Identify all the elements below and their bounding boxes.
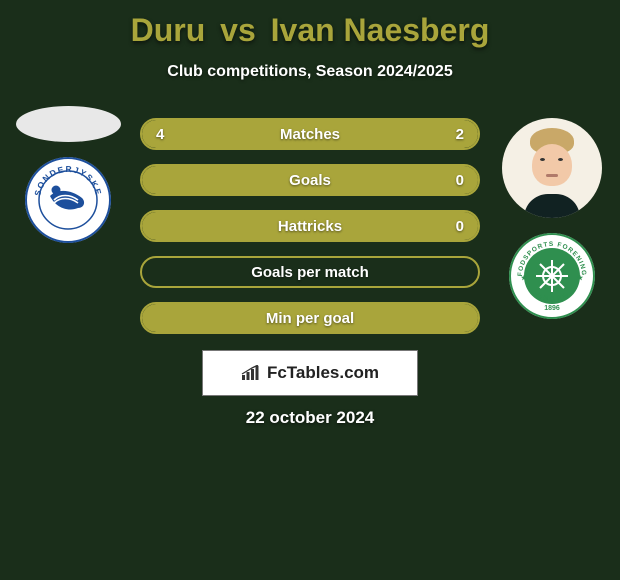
stat-bar: 4 Matches 2	[140, 118, 480, 150]
stat-bar: Goals 0	[140, 164, 480, 196]
svg-text:★: ★	[577, 274, 584, 282]
stat-bar: Hattricks 0	[140, 210, 480, 242]
stat-bar: Goals per match	[140, 256, 480, 288]
player2-avatar	[502, 118, 602, 218]
svg-text:★: ★	[521, 274, 528, 282]
stat-bar: Min per goal	[140, 302, 480, 334]
title-vs: vs	[220, 12, 256, 48]
bar-right-value: 0	[456, 218, 464, 235]
stats-bars: 4 Matches 2 Goals 0 Hattricks 0 Goals per match…	[140, 118, 480, 334]
bar-label: Goals	[289, 172, 331, 189]
bar-label: Min per goal	[266, 310, 354, 327]
player1-club-badge: SONDERJYSKE	[24, 156, 112, 244]
bar-label: Matches	[280, 126, 340, 143]
title-player2: Ivan Naesberg	[271, 12, 490, 48]
bar-right-value: 0	[456, 172, 464, 189]
page-title: Duru vs Ivan Naesberg	[0, 0, 620, 49]
player2-club-badge: FODSPORTS FORENING VIBORG ★ ★ 1896	[508, 232, 596, 320]
badge-right-year: 1896	[544, 305, 560, 312]
title-player1: Duru	[131, 12, 206, 48]
left-player-column: SONDERJYSKE	[8, 106, 128, 244]
bar-left-value: 4	[156, 126, 164, 143]
bar-label: Hattricks	[278, 218, 342, 235]
bar-right-value: 2	[456, 126, 464, 143]
date-text: 22 october 2024	[0, 408, 620, 428]
brand-text: FcTables.com	[267, 363, 379, 383]
player1-avatar-placeholder	[16, 106, 121, 142]
bar-label: Goals per match	[251, 264, 369, 281]
brand-box: FcTables.com	[202, 350, 418, 396]
subtitle: Club competitions, Season 2024/2025	[0, 63, 620, 81]
brand-chart-icon	[241, 365, 261, 381]
right-player-column: FODSPORTS FORENING VIBORG ★ ★ 1896	[492, 118, 612, 320]
